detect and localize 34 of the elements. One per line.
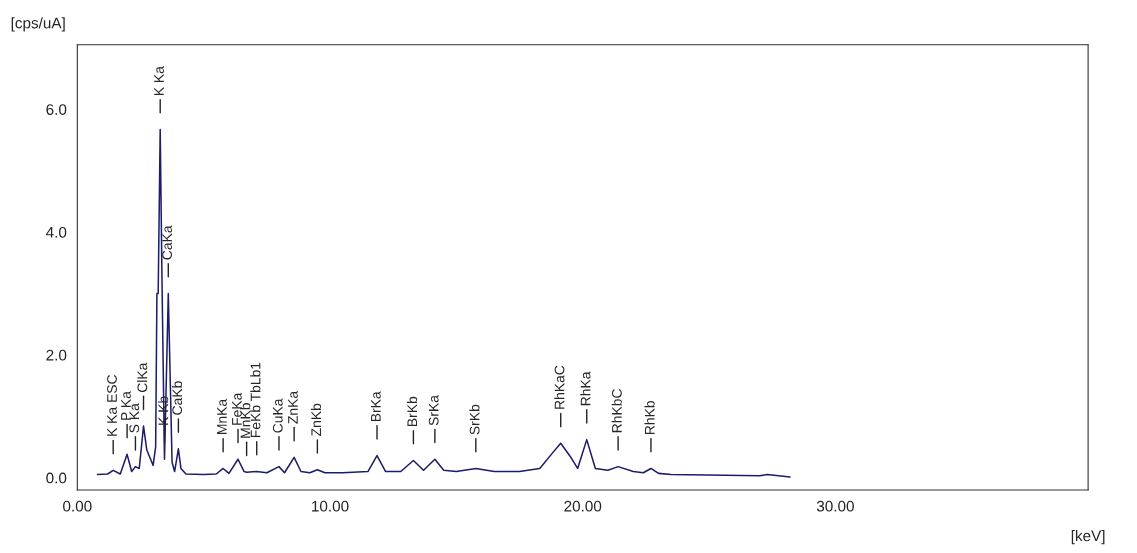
annotation: FeKb TbLb1: [250, 362, 261, 438]
annotation: K Ka ESC: [107, 374, 117, 436]
annotation: FeKa: [232, 392, 242, 425]
y-tick-label: 0.0: [46, 472, 67, 484]
annotation: SrKa: [428, 395, 439, 426]
annotation: MnKa: [217, 398, 227, 434]
annotation: RhKbC: [611, 389, 622, 433]
annotation: CuKa: [272, 398, 283, 433]
y-tick-label: 6.0: [46, 104, 67, 115]
annotation: K Ka: [154, 66, 164, 96]
annotation: CaKb: [171, 381, 183, 415]
annotation: BrKb: [406, 396, 418, 427]
annotation: RhKaC: [554, 365, 565, 409]
annotation: ZnKb: [310, 403, 322, 436]
annotation: RhKa: [580, 371, 591, 406]
y-axis-title: [cps/uA]: [11, 17, 65, 32]
annotation: BrKa: [371, 391, 381, 422]
x-tick-label: 30.00: [816, 500, 854, 512]
annotation: MnKb: [240, 403, 251, 438]
y-tick-label: 4.0: [46, 226, 67, 238]
annotation: ZnKa: [288, 390, 298, 424]
x-tick-label: 0.00: [63, 500, 92, 512]
annotation: P Ka: [121, 391, 131, 420]
x-axis-title: [keV]: [1071, 530, 1105, 545]
annotation: CaKa: [162, 225, 173, 260]
line-series: [96, 128, 791, 478]
x-tick-label: 10.00: [312, 500, 349, 512]
x-tick-label: 20.00: [564, 500, 602, 512]
annotation: SrKb: [469, 404, 480, 435]
annotation: ClKa: [137, 362, 148, 393]
annotation: S Ka: [129, 403, 140, 433]
annotation: K Kb: [158, 396, 169, 425]
y-tick-label: 2.0: [46, 349, 67, 361]
annotation: RhKb: [644, 400, 655, 434]
